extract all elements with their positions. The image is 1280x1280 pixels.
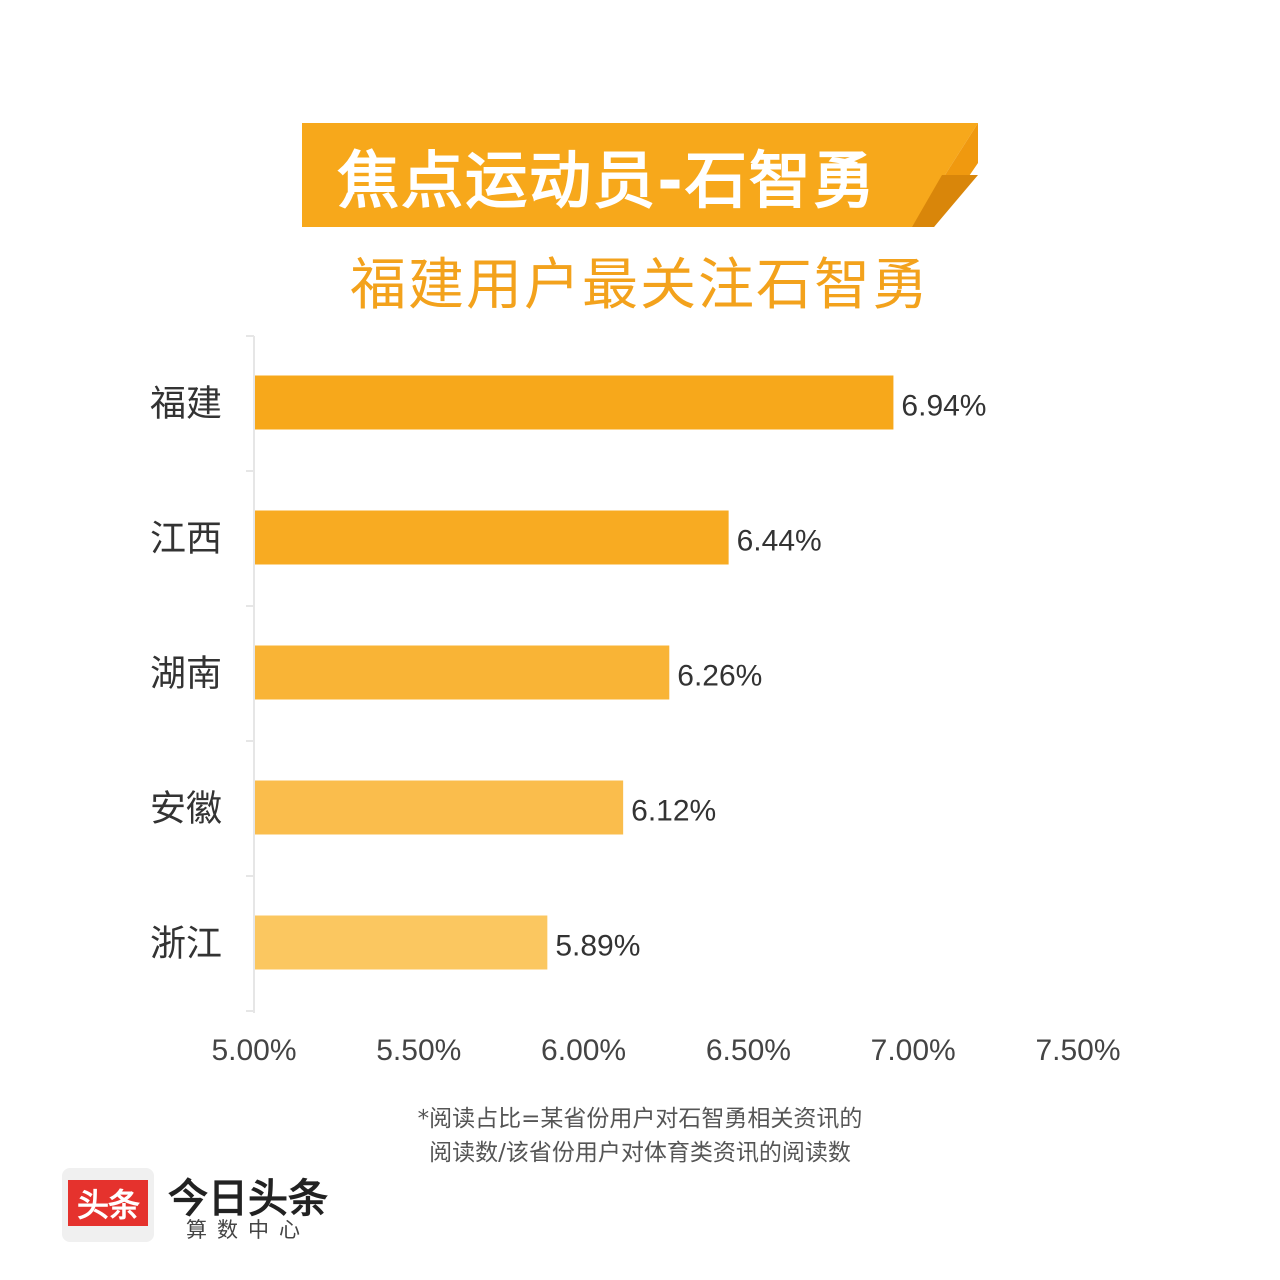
footnote-line-1: *阅读占比=某省份用户对石智勇相关资讯的 xyxy=(417,1106,863,1132)
data-label: 6.44% xyxy=(737,525,822,558)
toutiao-logo: 头条 今日头条 算数中心 xyxy=(62,1158,362,1246)
category-label: 福建 xyxy=(150,384,222,425)
x-tick-label: 7.00% xyxy=(871,1034,956,1067)
x-tick-label: 7.50% xyxy=(1035,1034,1120,1067)
title-banner: 焦点运动员-石智勇 xyxy=(302,123,978,227)
x-tick-label: 6.00% xyxy=(541,1034,626,1067)
banner-title: 焦点运动员-石智勇 xyxy=(337,144,877,217)
data-label: 5.89% xyxy=(555,930,640,963)
category-label: 浙江 xyxy=(150,924,222,965)
category-label: 安徽 xyxy=(150,789,222,830)
x-tick-label: 6.50% xyxy=(706,1034,791,1067)
logo-badge-box: 头条 xyxy=(62,1168,154,1242)
category-label: 湖南 xyxy=(150,654,222,695)
logo-badge: 头条 xyxy=(68,1180,148,1226)
bar-1 xyxy=(255,375,894,430)
data-label: 6.26% xyxy=(677,660,762,693)
x-tick-label: 5.00% xyxy=(211,1034,296,1067)
bar-5 xyxy=(255,915,548,970)
bar-3 xyxy=(255,645,670,700)
data-label: 6.12% xyxy=(631,795,716,828)
logo-name: 今日头条 xyxy=(168,1176,328,1222)
logo-subtitle: 算数中心 xyxy=(186,1218,310,1242)
bar-2 xyxy=(255,510,729,565)
category-label: 江西 xyxy=(150,519,222,560)
data-label: 6.94% xyxy=(901,390,986,423)
chart-subtitle: 福建用户最关注石智勇 xyxy=(350,253,930,318)
x-tick-label: 5.50% xyxy=(376,1034,461,1067)
banner-shape xyxy=(302,123,978,227)
bar-4 xyxy=(255,780,624,835)
footnote: *阅读占比=某省份用户对石智勇相关资讯的 阅读数/该省份用户对体育类资讯的阅读数 xyxy=(340,1102,940,1170)
footnote-line-2: 阅读数/该省份用户对体育类资讯的阅读数 xyxy=(429,1140,851,1166)
bar-chart: 福建 6.94% 江西 6.44% 湖南 6.26% 安徽 6.12% 浙江 5.89% 5.00%… xyxy=(150,335,1121,1067)
